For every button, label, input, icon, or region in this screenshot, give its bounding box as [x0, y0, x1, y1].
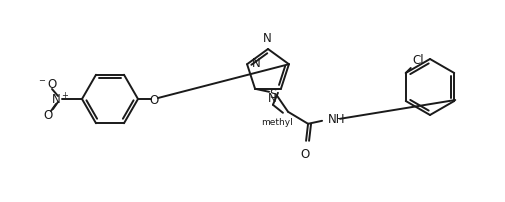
Text: N: N — [268, 91, 277, 104]
Text: O: O — [300, 147, 310, 160]
Text: O: O — [149, 93, 159, 106]
Text: N: N — [252, 56, 261, 69]
Text: NH: NH — [328, 113, 345, 126]
Text: O: O — [43, 109, 53, 122]
Text: N: N — [263, 32, 271, 45]
Text: methyl: methyl — [261, 117, 293, 126]
Text: $^-$O: $^-$O — [37, 77, 59, 90]
Text: S: S — [269, 88, 277, 101]
Text: N$^+$: N$^+$ — [50, 92, 69, 107]
Text: Cl: Cl — [413, 54, 424, 67]
